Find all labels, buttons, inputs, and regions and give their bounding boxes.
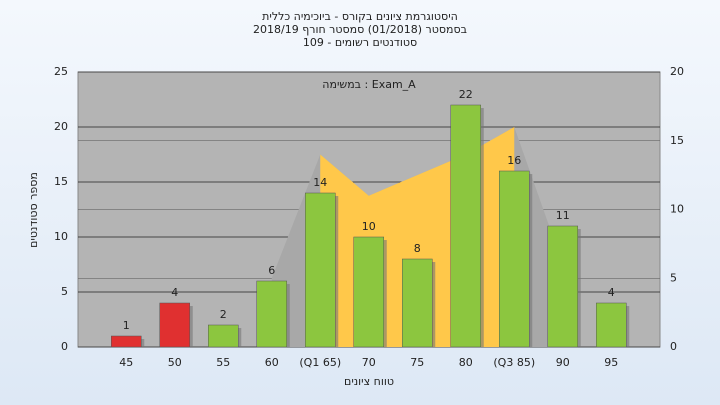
bar (499, 170, 530, 348)
y-tick-label: 10 (54, 230, 68, 243)
bar (256, 280, 287, 348)
x-tick-label: 90 (556, 356, 570, 369)
value-label: 14 (313, 176, 327, 189)
bar (450, 104, 481, 348)
y-axis-label: מספר סטודנטים (27, 172, 40, 248)
x-tick-label: 60 (265, 356, 279, 369)
y-tick-label: 0 (61, 340, 68, 353)
value-label: 1 (123, 319, 130, 332)
y2-tick-label: 0 (670, 340, 677, 353)
value-label: 8 (414, 242, 421, 255)
value-label: 6 (268, 264, 275, 277)
y-tick-label: 20 (54, 120, 68, 133)
y2-tick-label: 5 (670, 271, 677, 284)
value-label: 4 (171, 286, 178, 299)
y2-tick-label: 15 (670, 134, 684, 147)
bar (208, 324, 239, 348)
bar (402, 258, 433, 348)
x-tick-label: 55 (216, 356, 230, 369)
x-tick-label: 80 (459, 356, 473, 369)
x-tick-label: (Q1 65) (299, 356, 341, 369)
title-line: היסטוגרמת ציונים בקורס - ביוכימיה כללית (262, 10, 458, 23)
y-tick-label: 5 (61, 285, 68, 298)
annotation: במשימה : Exam_A (322, 78, 416, 91)
value-label: 11 (556, 209, 570, 222)
bar (159, 302, 190, 348)
bar (596, 302, 627, 348)
y-tick-label: 15 (54, 175, 68, 188)
bar (547, 225, 578, 348)
bar (305, 192, 336, 348)
x-tick-label: 70 (362, 356, 376, 369)
x-tick-label: 45 (119, 356, 133, 369)
title-line: בסמסטר (01/2018) סמסטר חורף 2018/19 (253, 23, 467, 36)
y2-tick-label: 20 (670, 65, 684, 78)
bar (353, 236, 384, 348)
y-tick-label: 25 (54, 65, 68, 78)
x-tick-label: (Q3 85) (493, 356, 535, 369)
title-line: סטודנטים רשומים - 109 (303, 36, 417, 49)
value-label: 16 (507, 154, 521, 167)
bar (111, 335, 142, 348)
value-label: 4 (608, 286, 615, 299)
x-axis-label: טווח ציונים (344, 375, 394, 388)
value-label: 2 (220, 308, 227, 321)
value-label: 10 (362, 220, 376, 233)
x-tick-label: 75 (410, 356, 424, 369)
x-tick-label: 50 (168, 356, 182, 369)
value-label: 22 (459, 88, 473, 101)
x-tick-label: 95 (604, 356, 618, 369)
y2-tick-label: 10 (670, 203, 684, 216)
